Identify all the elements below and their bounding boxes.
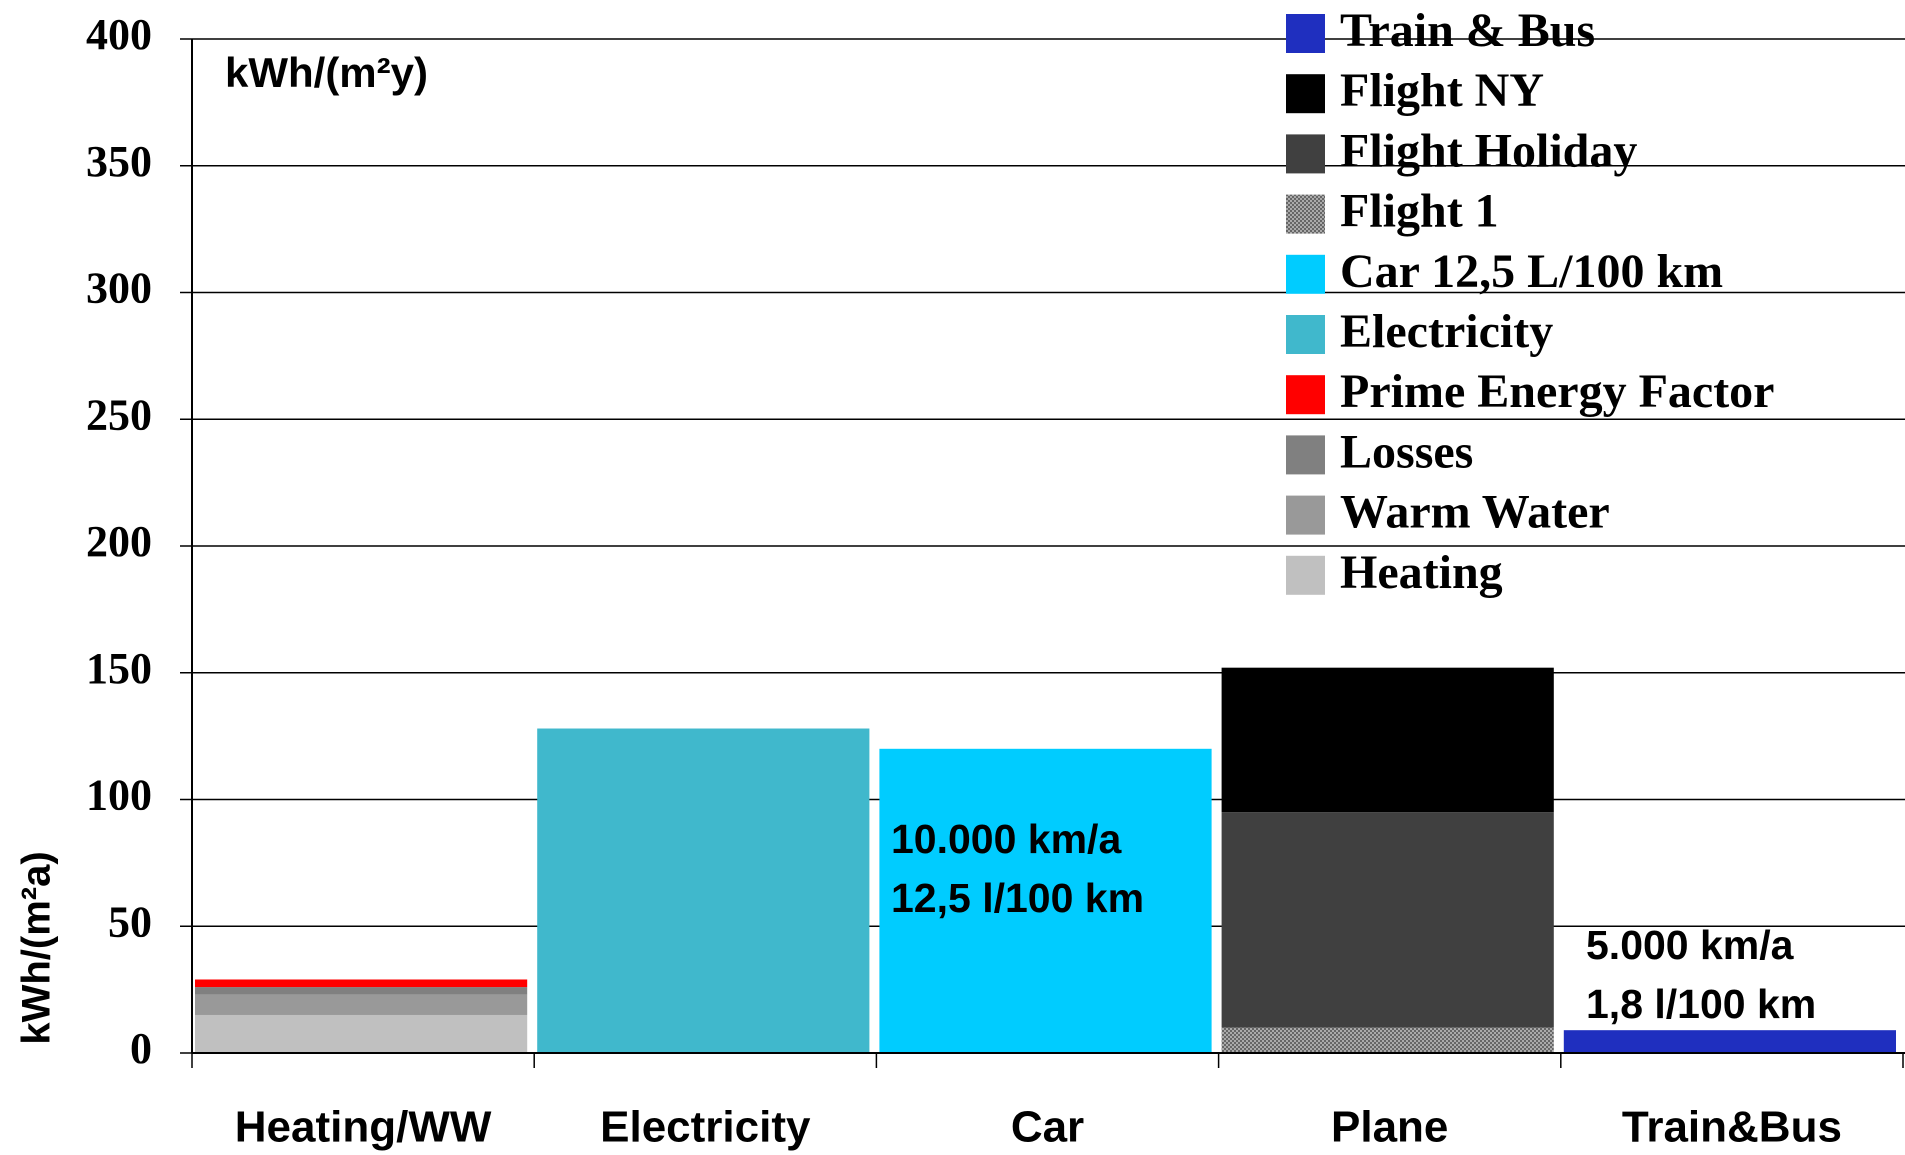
x-tick-label: Plane [1331,1103,1448,1152]
legend-label: Flight Holiday [1340,124,1637,177]
bar-segment [537,728,870,1053]
annotation: 12,5 l/100 km [891,875,1144,921]
annotation: 5.000 km/a [1586,922,1795,968]
x-tick-label: Car [1011,1103,1084,1152]
x-tick-label: Electricity [600,1103,811,1152]
legend-label: Train & Bus [1340,4,1595,57]
bar-segment [195,987,528,995]
x-tick-label: Heating/WW [235,1103,492,1152]
legend-swatch [1286,74,1325,114]
y-tick-label: 300 [86,264,152,313]
legend-swatch [1286,435,1325,475]
legend-label: Car 12,5 L/100 km [1340,245,1723,298]
legend-swatch [1286,134,1325,174]
legend-label: Warm Water [1340,486,1610,539]
bar-segment [879,748,1212,1053]
y-tick-label: 50 [108,897,152,946]
bar-segment [1221,667,1554,813]
annotation: 1,8 l/100 km [1586,981,1816,1027]
bar-segment [1221,812,1554,1028]
y-tick-label: 400 [86,10,152,59]
y-tick-label: 350 [86,137,152,186]
legend-label: Flight 1 [1340,185,1499,238]
y-axis-label: kWh/(m²a) [15,851,59,1044]
legend-swatch [1286,254,1325,294]
legend-swatch [1286,555,1325,595]
y-tick-label: 100 [86,771,152,820]
legend-swatch [1286,315,1325,354]
legend-label: Losses [1340,425,1473,478]
bar-segment [195,1014,528,1053]
legend-swatch [1286,14,1325,53]
bar-segment [1563,1030,1896,1053]
y-tick-label: 0 [130,1024,152,1073]
bar-segment [1221,1027,1554,1053]
bar-segment [195,994,528,1015]
legend-label: Electricity [1340,305,1553,358]
annotation: 10.000 km/a [891,816,1122,862]
legend-label: Prime Energy Factor [1340,365,1774,418]
legend-label: Flight NY [1340,64,1544,117]
x-tick-label: Train&Bus [1622,1103,1842,1152]
legend-label: Heating [1340,546,1503,599]
bar-segment [195,979,528,988]
unit-label: kWh/(m²y) [225,49,428,96]
legend-swatch [1286,495,1325,535]
y-tick-label: 200 [86,517,152,566]
legend-swatch [1286,375,1325,415]
legend-swatch [1286,194,1325,234]
y-tick-label: 150 [86,644,152,693]
y-tick-label: 250 [86,390,152,439]
